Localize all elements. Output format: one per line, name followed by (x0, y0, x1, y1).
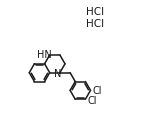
Text: Cl: Cl (87, 95, 97, 105)
Text: HCl: HCl (86, 19, 104, 29)
Text: HCl: HCl (86, 7, 104, 17)
Text: N: N (54, 68, 61, 78)
Text: HN: HN (37, 50, 51, 60)
Text: Cl: Cl (93, 85, 102, 95)
